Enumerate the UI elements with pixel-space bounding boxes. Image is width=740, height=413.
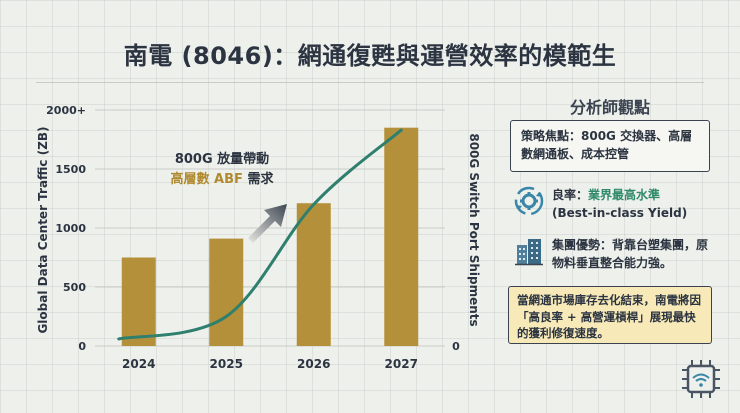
yield-value: 業界最高水準 (588, 188, 661, 202)
callout-line-1: 800G 放量帶動 (174, 152, 270, 167)
x-tick-label: 2027 (385, 357, 418, 371)
strategy-focus-box: 策略焦點：800G 交換器、高層數網通板、成本控管 (510, 120, 710, 172)
x-tick-label: 2024 (122, 357, 155, 371)
y-axis-label: Global Data Center Traffic (ZB) (36, 126, 50, 333)
bar (121, 257, 156, 346)
chart-bars (121, 127, 419, 346)
page-title: 南電 (8046)：網通復甦與運營效率的模範生 (123, 42, 617, 70)
bar (384, 127, 419, 346)
callout-line-2-rest: 需求 (242, 172, 274, 187)
panel-title: 分析師觀點 (569, 98, 650, 117)
y-axis-ticks: 0 500 1000 1500 2000+ (46, 104, 86, 353)
y2-axis-tick: 0 (452, 340, 460, 353)
bar (209, 238, 244, 346)
callout-highlight: 高層數 ABF (170, 172, 243, 187)
bar (296, 203, 331, 346)
y-tick-label: 2000+ (46, 104, 86, 117)
y-tick-label: 500 (63, 281, 86, 294)
conclusion-note: 當網通市場庫存去化結束，南電將因「高良率 + 高營運槓桿」展現最快的獲利修復速度… (508, 286, 712, 344)
group-row: 集團優勢：背靠台塑集團，原物料垂直整合能力強。 (514, 236, 714, 272)
group-advantage-text: 集團優勢：背靠台塑集團，原物料垂直整合能力強。 (552, 238, 709, 270)
title-divider (36, 82, 704, 83)
strategy-focus-text: 策略焦點：800G 交換器、高層數網通板、成本控管 (521, 129, 693, 161)
y2-axis-label: 800G Switch Port Shipments (467, 133, 481, 326)
y-tick-label: 0 (78, 340, 86, 353)
y-tick-label: 1500 (55, 163, 86, 176)
y-tick-label: 1000 (55, 222, 86, 235)
conclusion-text: 當網通市場庫存去化結束，南電將因「高良率 + 高營運槓桿」展現最快的獲利修復速度… (517, 293, 701, 340)
x-tick-label: 2025 (210, 357, 243, 371)
yield-row: 良率：業界最高水準 (Best-in-class Yield) (514, 186, 714, 222)
callout-arrow (248, 204, 287, 243)
yield-english: (Best-in-class Yield) (552, 206, 688, 220)
x-axis-ticks: 2024 2025 2026 2027 (122, 357, 418, 371)
buildings-icon (515, 239, 543, 266)
yield-label: 良率： (552, 188, 589, 202)
shipments-line (117, 128, 403, 341)
gear-arrows-icon (514, 186, 544, 216)
chart-callout: 800G 放量帶動 高層數 ABF 需求 (160, 150, 284, 190)
x-tick-label: 2026 (297, 357, 330, 371)
chart: 0 500 1000 1500 2000+ 2024 2025 2026 2027 Globa… (36, 104, 481, 371)
chip-wifi-icon (682, 360, 720, 398)
